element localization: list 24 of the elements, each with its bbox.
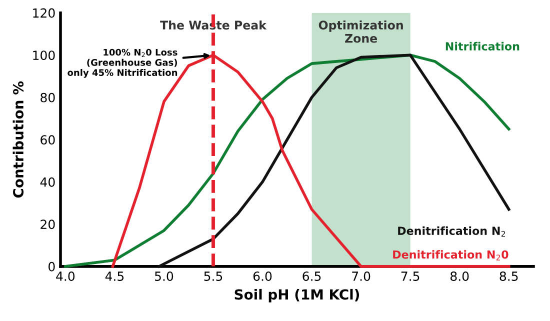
x-tick-label: 5.0 xyxy=(154,272,174,281)
series-label: Denitrification N$_{2}$ xyxy=(398,226,505,237)
x-tick-label: 8.0 xyxy=(450,272,469,281)
band-label: Optimization Zone xyxy=(318,20,403,43)
x-tick-label: 5.5 xyxy=(204,272,222,281)
x-tick-label: 7.5 xyxy=(401,272,420,281)
y-tick-label: 120 xyxy=(33,8,55,18)
annotation: 100% N$_{2}$0 Loss (Greenhouse Gas) only 45% Nitrification xyxy=(68,48,178,78)
x-axis-title: Soil pH (1M KCl) xyxy=(234,288,360,302)
series-label: Denitrification N$_{2}$0 xyxy=(393,250,508,260)
x-tick-label: 6.0 xyxy=(253,272,272,281)
y-tick-label: 40 xyxy=(40,177,55,187)
series-label: Nitrification xyxy=(446,42,520,51)
y-tick-label: 60 xyxy=(40,135,55,145)
x-tick-label: 7.0 xyxy=(352,272,370,281)
y-tick-label: 100 xyxy=(33,50,55,60)
y-axis-title: Contribution % xyxy=(12,81,24,198)
x-tick-label: 6.5 xyxy=(302,272,321,281)
x-tick-label: 8.5 xyxy=(500,272,518,281)
x-tick-label: 4.0 xyxy=(56,272,75,281)
y-tick-label: 20 xyxy=(40,220,55,230)
y-tick-label: 0 xyxy=(48,262,55,272)
y-tick-label: 80 xyxy=(40,92,55,102)
x-tick-label: 4.5 xyxy=(105,272,124,281)
